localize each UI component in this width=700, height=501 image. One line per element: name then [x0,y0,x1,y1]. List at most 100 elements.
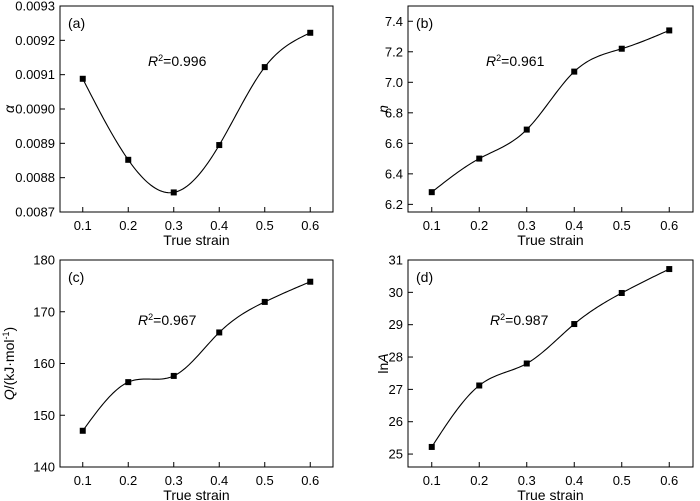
x-tick-label: 0.3 [165,473,183,488]
x-tick-label: 0.3 [518,218,536,233]
y-axis-label: n [375,105,391,113]
panel-2: 0.1 0.2 0.3 0.4 0.5 0.6 6.2 6.4 6.6 6.8 7.0 7.2 7.4 T… [375,5,694,248]
y-tick-label: 0.0088 [15,170,55,185]
y-tick-label: 25 [389,447,403,462]
x-tick-label: 0.2 [470,218,488,233]
x-tick-label: 0.2 [119,218,137,233]
data-point [307,278,314,285]
x-tick-label: 0.1 [423,473,441,488]
y-tick-label: 6.2 [385,197,403,212]
data-point [428,189,435,196]
y-tick-label: 6.4 [385,166,403,181]
panel-1: 0.1 0.2 0.3 0.4 0.5 0.6 0.0087 0.0088 0.0089 0.00… [1,0,334,248]
data-point [476,382,483,389]
x-tick-label: 0.4 [565,473,583,488]
y-tick-label: 7.0 [385,75,403,90]
y-axis-label: lnA [375,353,391,373]
plot-frame [407,259,694,468]
y-tick-label: 150 [33,408,55,423]
x-tick-label: 0.5 [256,218,274,233]
plot-frame [59,5,334,213]
x-tick-label: 0.6 [301,218,319,233]
x-tick-label: 0.4 [210,218,228,233]
x-tick-label: 0.4 [565,218,583,233]
y-tick-label: 0.0090 [15,102,55,117]
plot-frame [59,259,334,468]
x-tick-label: 0.6 [301,473,319,488]
r-squared-annotation: R2=0.987 [490,312,549,328]
y-tick-label: 7.2 [385,44,403,59]
panel-label: (d) [416,269,433,285]
x-tick-label: 0.5 [613,218,631,233]
data-point [618,45,625,52]
r-squared-annotation: R2=0.961 [486,53,545,69]
y-tick-label: 26 [389,414,403,429]
x-tick-label: 0.6 [660,218,678,233]
y-tick-label: 31 [389,253,403,268]
x-tick-label: 0.1 [423,218,441,233]
y-tick-label: 140 [33,460,55,475]
data-point [666,27,673,34]
y-tick-label: 180 [33,253,55,268]
data-point [170,372,177,379]
fit-curve [431,29,670,193]
x-axis-label: True strain [163,487,229,501]
data-point [666,266,673,273]
y-tick-label: 28 [389,350,403,365]
fit-curve [82,32,311,194]
fit-curve [431,268,670,448]
x-axis-label: True strain [517,487,583,501]
x-tick-label: 0.6 [660,473,678,488]
y-tick-label: 0.0089 [15,136,55,151]
data-point [618,289,625,296]
y-tick-label: 6.8 [385,105,403,120]
data-point [170,189,177,196]
y-tick-label: 0.0093 [15,0,55,14]
x-tick-label: 0.2 [119,473,137,488]
panel-3: 0.1 0.2 0.3 0.4 0.5 0.6 140 150 160 170 180 True st… [1,253,334,501]
data-point [261,298,268,305]
data-point [216,329,223,336]
data-point [125,156,132,163]
y-tick-label: 29 [389,317,403,332]
x-axis-label: True strain [517,232,583,248]
fit-curve [82,281,311,432]
y-axis-label: Q/(kJ·mol-1) [1,327,17,400]
x-tick-label: 0.3 [518,473,536,488]
x-tick-label: 0.1 [74,218,92,233]
panel-label: (a) [68,15,85,31]
y-tick-label: 0.0087 [15,205,55,220]
y-tick-label: 30 [389,285,403,300]
plot-frame [407,5,694,213]
r-squared-annotation: R2=0.967 [138,312,197,328]
x-tick-label: 0.5 [256,473,274,488]
y-tick-label: 160 [33,356,55,371]
x-tick-label: 0.5 [613,473,631,488]
x-tick-label: 0.3 [165,218,183,233]
data-point [79,427,86,434]
y-tick-label: 7.4 [385,14,403,29]
data-point [571,321,578,328]
r-squared-annotation: R2=0.996 [148,53,207,69]
data-point [125,379,132,386]
y-tick-label: 0.0092 [15,33,55,48]
y-axis-label: α [1,104,17,113]
data-point [428,443,435,450]
x-tick-label: 0.1 [74,473,92,488]
data-point [523,126,530,133]
data-point [216,142,223,149]
y-tick-label: 0.0091 [15,67,55,82]
panel-label: (b) [416,15,433,31]
y-tick-label: 6.6 [385,136,403,151]
data-point [523,360,530,367]
x-tick-label: 0.2 [470,473,488,488]
data-point [571,68,578,75]
data-point [307,29,314,36]
data-point [261,64,268,71]
x-tick-label: 0.4 [210,473,228,488]
y-tick-label: 170 [33,304,55,319]
x-axis-label: True strain [163,232,229,248]
data-point [476,155,483,162]
panel-4: 0.1 0.2 0.3 0.4 0.5 0.6 25 26 27 28 29 30 31 True str… [375,253,694,501]
